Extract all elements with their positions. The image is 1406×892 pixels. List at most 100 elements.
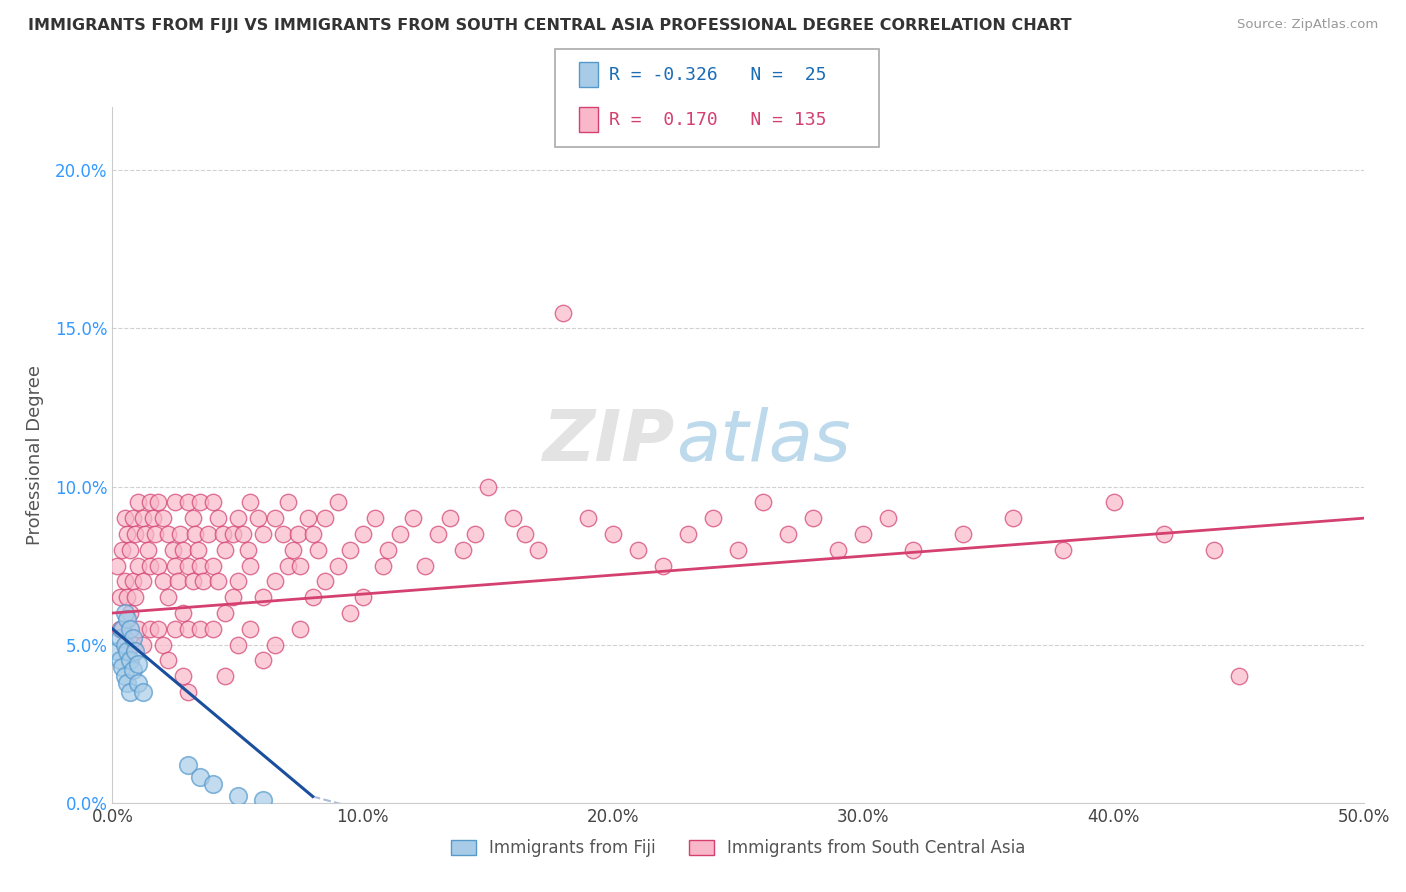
- Point: [551, 305, 574, 319]
- Point: [264, 638, 287, 652]
- Point: [156, 653, 179, 667]
- Point: [301, 591, 323, 605]
- Point: [413, 558, 436, 573]
- Text: ZIP: ZIP: [543, 407, 675, 475]
- Point: [107, 644, 129, 658]
- Point: [314, 511, 336, 525]
- Text: R = -0.326   N =  25: R = -0.326 N = 25: [609, 66, 827, 84]
- Point: [527, 542, 550, 557]
- Point: [118, 685, 141, 699]
- Point: [214, 542, 236, 557]
- Point: [239, 495, 262, 509]
- Point: [326, 495, 349, 509]
- Point: [277, 495, 299, 509]
- Point: [339, 606, 361, 620]
- Point: [221, 591, 243, 605]
- Point: [114, 669, 136, 683]
- Point: [852, 527, 875, 541]
- Point: [156, 591, 179, 605]
- Point: [226, 574, 249, 589]
- Point: [207, 511, 229, 525]
- Point: [377, 542, 399, 557]
- Point: [124, 591, 146, 605]
- Point: [801, 511, 824, 525]
- Point: [727, 542, 749, 557]
- Point: [576, 511, 599, 525]
- Point: [477, 479, 499, 493]
- Point: [226, 511, 249, 525]
- Point: [111, 542, 134, 557]
- Point: [201, 622, 224, 636]
- Point: [172, 669, 194, 683]
- Point: [163, 558, 186, 573]
- Point: [778, 527, 800, 541]
- Text: R =  0.170   N = 135: R = 0.170 N = 135: [609, 111, 827, 128]
- Point: [111, 660, 134, 674]
- Point: [127, 675, 149, 690]
- Point: [124, 644, 146, 658]
- Point: [252, 653, 274, 667]
- Point: [181, 574, 204, 589]
- Point: [290, 622, 312, 636]
- Point: [339, 542, 361, 557]
- Point: [176, 685, 198, 699]
- Point: [187, 542, 209, 557]
- Point: [627, 542, 650, 557]
- Point: [188, 771, 211, 785]
- Point: [121, 663, 143, 677]
- Point: [108, 591, 131, 605]
- Point: [371, 558, 394, 573]
- Point: [108, 622, 131, 636]
- Point: [176, 757, 198, 772]
- Point: [877, 511, 900, 525]
- Point: [118, 653, 141, 667]
- Point: [464, 527, 486, 541]
- Point: [108, 632, 131, 646]
- Point: [121, 632, 143, 646]
- Point: [152, 574, 174, 589]
- Point: [201, 495, 224, 509]
- Point: [152, 638, 174, 652]
- Point: [389, 527, 412, 541]
- Point: [426, 527, 449, 541]
- Point: [111, 622, 134, 636]
- Point: [162, 542, 184, 557]
- Point: [502, 511, 524, 525]
- Point: [117, 675, 139, 690]
- Point: [127, 558, 149, 573]
- Point: [139, 558, 162, 573]
- Point: [827, 542, 849, 557]
- Point: [314, 574, 336, 589]
- Point: [439, 511, 461, 525]
- Point: [146, 558, 169, 573]
- Point: [141, 511, 163, 525]
- Text: IMMIGRANTS FROM FIJI VS IMMIGRANTS FROM SOUTH CENTRAL ASIA PROFESSIONAL DEGREE C: IMMIGRANTS FROM FIJI VS IMMIGRANTS FROM …: [28, 18, 1071, 33]
- Point: [239, 558, 262, 573]
- Point: [156, 527, 179, 541]
- Point: [188, 495, 211, 509]
- Point: [226, 789, 249, 804]
- Point: [287, 527, 309, 541]
- Point: [121, 638, 143, 652]
- Point: [181, 511, 204, 525]
- Point: [124, 527, 146, 541]
- Point: [252, 527, 274, 541]
- Point: [114, 511, 136, 525]
- Point: [127, 495, 149, 509]
- Point: [232, 527, 254, 541]
- Point: [134, 527, 156, 541]
- Point: [176, 622, 198, 636]
- Point: [188, 622, 211, 636]
- Point: [131, 685, 153, 699]
- Point: [107, 558, 129, 573]
- Point: [307, 542, 329, 557]
- Point: [326, 558, 349, 573]
- Text: atlas: atlas: [675, 407, 851, 475]
- Point: [1202, 542, 1225, 557]
- Point: [211, 527, 233, 541]
- Point: [172, 542, 194, 557]
- Point: [131, 574, 153, 589]
- Point: [127, 657, 149, 671]
- Point: [252, 591, 274, 605]
- Point: [172, 606, 194, 620]
